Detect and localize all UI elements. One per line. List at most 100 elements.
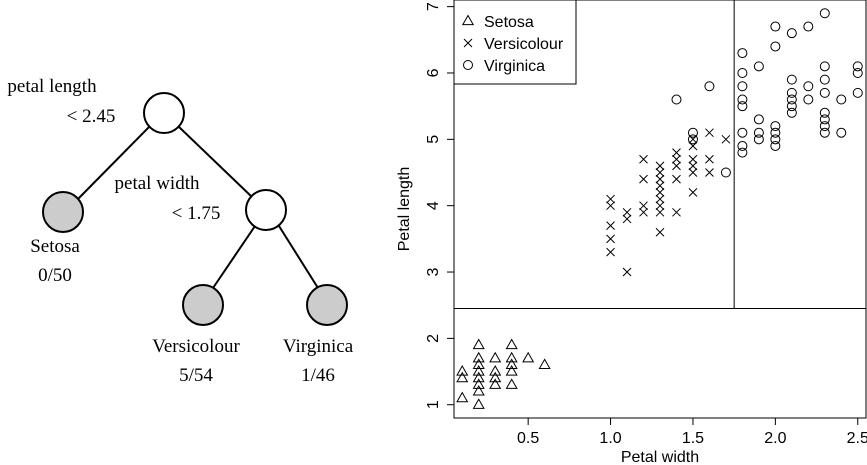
- point-setosa: [472, 358, 485, 370]
- point-versicolour: [655, 194, 665, 204]
- point-virginica: [770, 41, 781, 52]
- point-virginica: [737, 67, 748, 78]
- legend-label-setosa: Setosa: [484, 14, 534, 31]
- x-axis-label: Petal width: [621, 449, 699, 465]
- point-setosa: [505, 358, 518, 370]
- plot-frame: [453, 0, 867, 419]
- leaf-versicolour-error: 5/54: [179, 365, 213, 386]
- leaf-setosa-class: Setosa: [30, 236, 80, 257]
- point-versicolour: [622, 214, 632, 224]
- point-setosa: [505, 365, 518, 376]
- y-tick-label: 4: [425, 201, 442, 210]
- tree-node-virginica: [306, 284, 348, 326]
- point-versicolour: [705, 128, 714, 138]
- point-virginica: [753, 61, 764, 72]
- y-tick-label: 1: [425, 400, 442, 409]
- tree-edge-split-versicolour: [212, 225, 256, 289]
- point-virginica: [737, 48, 748, 59]
- point-versicolour: [655, 201, 665, 211]
- point-versicolour: [721, 134, 731, 144]
- point-virginica: [852, 87, 863, 98]
- x-tick-label: 1.5: [682, 430, 704, 447]
- point-virginica: [786, 101, 797, 112]
- point-versicolour: [655, 168, 665, 177]
- point-versicolour: [672, 161, 681, 171]
- data-points: [456, 8, 863, 409]
- x-tick-label: 2.0: [764, 430, 786, 447]
- point-versicolour: [639, 154, 648, 164]
- point-versicolour: [655, 174, 665, 184]
- point-virginica: [770, 127, 781, 138]
- y-axis-label: Petal length: [396, 167, 413, 252]
- point-virginica: [786, 87, 797, 98]
- x-tick-label: 0.5: [517, 430, 539, 447]
- tree-node-setosa: [42, 191, 84, 233]
- point-virginica: [671, 94, 682, 105]
- split-lines: [454, 0, 866, 310]
- y-tick-label: 3: [425, 267, 442, 276]
- point-versicolour: [639, 207, 648, 217]
- legend-marker-versicolour: [463, 38, 473, 48]
- point-versicolour: [688, 188, 698, 197]
- point-virginica: [803, 94, 814, 105]
- point-virginica: [803, 21, 814, 32]
- point-virginica: [786, 74, 797, 85]
- point-versicolour: [672, 174, 681, 184]
- point-virginica: [819, 121, 830, 132]
- point-virginica: [770, 21, 781, 32]
- point-versicolour: [622, 267, 632, 277]
- point-versicolour: [655, 227, 665, 237]
- point-versicolour: [606, 201, 615, 211]
- point-versicolour: [672, 148, 681, 157]
- y-tick-label: 7: [425, 2, 442, 11]
- point-setosa: [505, 338, 518, 350]
- child-split-label-line2: < 1.75: [172, 203, 221, 224]
- point-virginica: [687, 134, 698, 145]
- point-setosa: [472, 398, 485, 409]
- point-versicolour: [672, 154, 681, 164]
- point-virginica: [770, 134, 781, 145]
- point-virginica: [819, 127, 830, 138]
- point-versicolour: [639, 201, 648, 211]
- point-setosa: [522, 351, 535, 363]
- legend-marker-virginica: [463, 60, 473, 70]
- point-setosa: [489, 378, 502, 389]
- point-virginica: [819, 74, 830, 85]
- point-versicolour: [705, 168, 714, 177]
- point-setosa: [489, 371, 502, 383]
- y-tick-label: 5: [425, 135, 442, 144]
- y-tick-label: 2: [425, 334, 442, 343]
- point-setosa: [472, 351, 485, 363]
- point-virginica: [819, 8, 830, 19]
- point-setosa: [505, 378, 518, 389]
- point-setosa: [472, 378, 485, 389]
- tree-edge-split-virginica: [278, 225, 319, 289]
- tree-node-root: [143, 92, 185, 134]
- point-setosa: [538, 358, 551, 370]
- point-virginica: [737, 147, 748, 158]
- tree-edges: [76, 125, 319, 289]
- point-versicolour: [705, 154, 714, 164]
- point-virginica: [819, 87, 830, 98]
- point-versicolour: [606, 234, 615, 244]
- root-split-label-line1: petal length: [7, 76, 97, 97]
- point-virginica: [803, 81, 814, 92]
- point-virginica: [737, 94, 748, 105]
- point-virginica: [704, 81, 715, 92]
- x-tick-label: 1.0: [599, 430, 621, 447]
- leaf-virginica-error: 1/46: [301, 365, 335, 386]
- point-setosa: [456, 371, 469, 383]
- point-versicolour: [655, 161, 665, 171]
- point-virginica: [836, 94, 847, 105]
- point-versicolour: [622, 207, 632, 217]
- child-split-label-line1: petal width: [115, 173, 200, 194]
- point-setosa: [456, 365, 469, 376]
- point-virginica: [770, 121, 781, 132]
- point-setosa: [505, 351, 518, 363]
- point-versicolour: [688, 161, 698, 171]
- legend: Setosa Versicolour Virginica: [453, 0, 577, 85]
- point-virginica: [687, 127, 698, 138]
- point-setosa: [472, 384, 485, 396]
- axis-ticks: 0.5 1.0 1.5 2.0 2.5 1 2 3 4 5 6 7: [425, 2, 867, 447]
- point-virginica: [770, 140, 781, 151]
